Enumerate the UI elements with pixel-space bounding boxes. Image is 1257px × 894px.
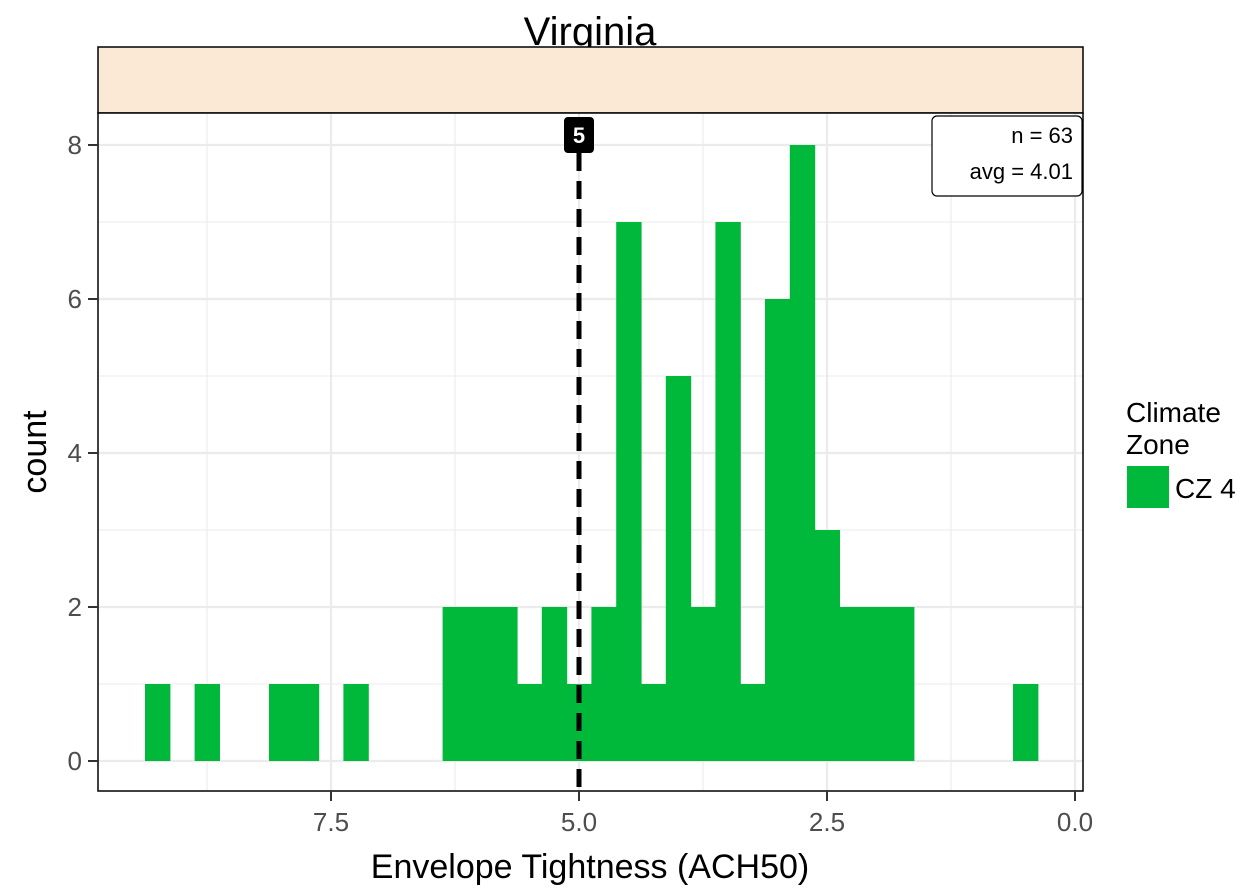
histogram-bar — [740, 684, 766, 761]
reference-line-label: 5 — [573, 123, 585, 148]
histogram-bar — [194, 684, 220, 761]
y-tick-label: 4 — [68, 438, 82, 468]
x-axis-title: Envelope Tightness (ACH50) — [371, 848, 809, 886]
legend-label: CZ 4 — [1175, 473, 1236, 504]
stats-box — [931, 115, 1083, 197]
histogram-bar — [641, 684, 667, 761]
histogram-bar — [517, 684, 543, 761]
histogram-bar — [145, 684, 171, 761]
histogram-bars — [145, 145, 1039, 761]
y-tick-label: 0 — [68, 746, 82, 776]
x-tick-label: 7.5 — [313, 807, 349, 837]
y-tick-label: 6 — [68, 284, 82, 314]
histogram-bar — [293, 684, 320, 761]
x-tick-label: 0.0 — [1057, 807, 1093, 837]
histogram-bar — [269, 684, 295, 761]
reference-line-marker — [564, 117, 594, 153]
facet-strip — [97, 46, 1084, 114]
legend-swatch — [1127, 466, 1169, 508]
histogram-bar — [864, 607, 890, 761]
histogram-bar — [690, 607, 716, 761]
histogram-bar — [665, 376, 692, 761]
histogram-bar — [765, 299, 791, 761]
histogram-bar — [541, 607, 568, 761]
stats-annotation: n = 63 avg = 4.01 — [931, 115, 1083, 197]
histogram-bar — [814, 530, 840, 761]
legend-title: Zone — [1126, 429, 1190, 460]
histogram-bar — [839, 607, 865, 761]
histogram-bar — [889, 607, 915, 761]
histogram-bar — [492, 607, 518, 761]
histogram-bar — [467, 607, 493, 761]
reference-line: 5 — [564, 117, 594, 791]
histogram-bar — [1013, 684, 1039, 761]
histogram-bar — [591, 607, 617, 761]
stats-line: n = 63 — [1011, 123, 1073, 148]
histogram-bar — [715, 222, 741, 761]
legend-title: Climate — [1126, 397, 1221, 428]
histogram-bar — [789, 145, 816, 761]
y-tick-label: 2 — [68, 592, 82, 622]
histogram-bar — [343, 684, 369, 761]
histogram-bar — [616, 222, 642, 761]
stats-line: avg = 4.01 — [970, 159, 1073, 184]
y-tick-label: 8 — [68, 130, 82, 160]
x-tick-label: 5.0 — [561, 807, 597, 837]
y-axis-title: count — [16, 410, 54, 494]
histogram-bar — [442, 607, 468, 761]
x-tick-label: 2.5 — [809, 807, 845, 837]
axes: 0 2 4 6 8 7.5 5.0 2.5 0.0 — [68, 130, 1094, 837]
